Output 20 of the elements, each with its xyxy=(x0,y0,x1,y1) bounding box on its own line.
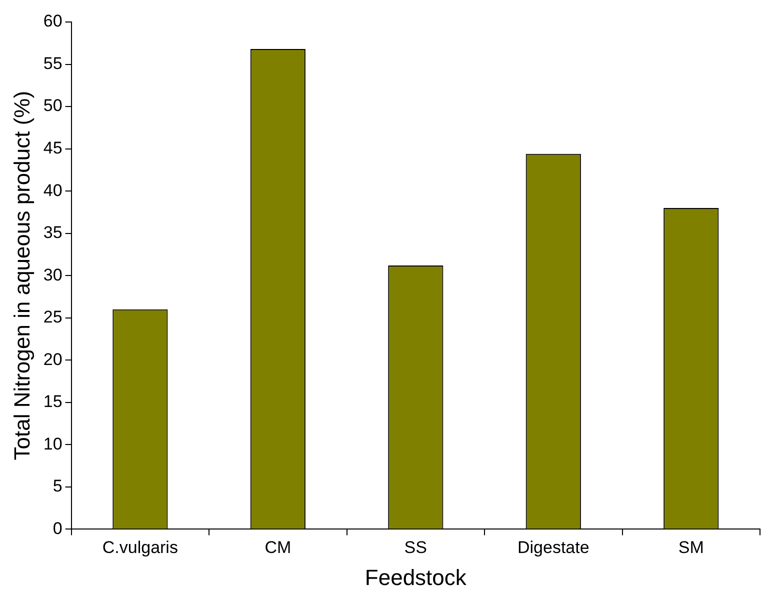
x-tick-label: SS xyxy=(404,538,427,558)
y-axis-title: Total Nitrogen in aqueous product (%) xyxy=(9,90,34,460)
x-tick-label: Digestate xyxy=(517,538,590,558)
y-tick-label: 0 xyxy=(52,518,62,538)
y-tick-label: 15 xyxy=(43,392,62,412)
x-tick-label: CM xyxy=(264,538,292,558)
y-tick-label: 50 xyxy=(43,96,62,116)
y-tick-label: 60 xyxy=(43,12,62,31)
y-tick-label: 5 xyxy=(52,476,62,496)
x-axis-title: Feedstock xyxy=(364,564,468,590)
y-tick-label: 35 xyxy=(43,223,62,242)
y-tick-label: 25 xyxy=(43,308,62,327)
y-tick-label: 20 xyxy=(43,350,62,369)
x-tick-label: C.vulgaris xyxy=(102,538,178,558)
y-tick-label: 45 xyxy=(43,138,62,158)
x-tick-label: SM xyxy=(678,538,704,558)
y-tick-label: 30 xyxy=(43,265,62,284)
y-tick-label: 55 xyxy=(43,54,62,73)
y-tick-label: 40 xyxy=(43,180,62,200)
y-tick-label: 10 xyxy=(43,434,62,454)
